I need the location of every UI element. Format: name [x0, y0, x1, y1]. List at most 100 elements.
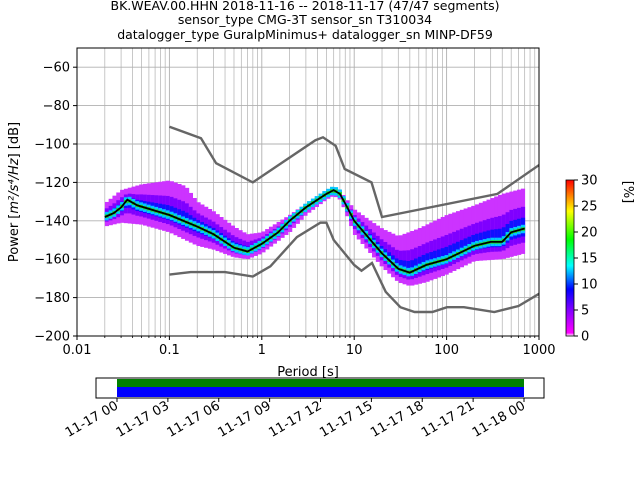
y-tick-label: −100	[34, 138, 70, 153]
heatmap-column	[467, 207, 472, 264]
y-tick-label: −80	[43, 99, 70, 114]
heatmap-column	[402, 233, 407, 285]
heatmap-column	[429, 222, 434, 281]
heatmap-column	[131, 186, 136, 224]
heatmap-column	[181, 185, 186, 239]
y-tick-label: −60	[43, 61, 70, 76]
colorbar-tick-label: 20	[581, 226, 598, 241]
y-axis-ticks: −200 −180 −160 −140 −120 −100 −80 −60	[34, 61, 77, 345]
colorbar-label: [%]	[620, 181, 635, 204]
heatmap-column	[211, 211, 216, 250]
heatmap-column	[455, 211, 461, 270]
heatmap-column	[108, 198, 113, 226]
x-tick-label: 100	[434, 343, 459, 358]
heatmap-column	[288, 214, 293, 232]
timeline-tick-label: 11-17 12	[266, 398, 324, 440]
heatmap-column	[421, 226, 426, 283]
heatmap-column	[448, 213, 453, 273]
heatmap-column	[295, 209, 300, 224]
heatmap-column	[417, 228, 423, 284]
heatmap-column	[200, 204, 205, 247]
timeline-tick-label: 11-17 21	[419, 398, 477, 440]
heatmap-column	[112, 195, 117, 225]
timeline-coverage-bar-green	[117, 379, 524, 387]
timeline-tick-label: 11-17 09	[216, 398, 274, 440]
heatmap-column	[154, 182, 159, 229]
heatmap-column	[413, 229, 419, 285]
heatmap-column	[452, 212, 457, 271]
plot-frame	[76, 47, 540, 337]
heatmap-column	[471, 205, 476, 262]
heatmap-column	[436, 218, 442, 278]
heatmap-column	[379, 228, 384, 267]
y-axis-label: Power [m²/s⁴/Hz] [dB]	[7, 122, 22, 262]
heatmap-column	[494, 196, 499, 260]
heatmap-column	[517, 189, 522, 255]
heatmap-column	[440, 216, 445, 277]
heatmap-column	[433, 220, 438, 279]
heatmap-column	[146, 183, 152, 227]
curves	[104, 125, 539, 314]
colorbar-tick-label: 25	[581, 200, 598, 215]
heatmap-column	[158, 181, 163, 230]
heatmap-column	[520, 188, 526, 254]
colorbar-tick-label: 10	[581, 278, 598, 293]
y-tick-label: −180	[34, 291, 70, 306]
high-noise-model-line	[168, 125, 539, 219]
timeline-tick-label: 11-17 15	[317, 398, 375, 440]
heatmap-column	[394, 235, 400, 281]
timeline-tick-label: 11-18 00	[470, 398, 528, 440]
y-tick-label: −200	[34, 330, 70, 345]
heatmap-column	[410, 230, 415, 286]
x-tick-label: 0.1	[159, 343, 180, 358]
mean-psd-line	[104, 189, 525, 274]
heatmap-column	[238, 230, 243, 259]
x-tick-label: 10	[346, 343, 363, 358]
heatmap-column	[482, 201, 487, 261]
y-tick-label: −140	[34, 214, 70, 229]
x-tick-label: 1000	[522, 343, 555, 358]
heatmap-column	[188, 192, 194, 243]
heatmap-column	[184, 187, 190, 241]
heatmap-column	[497, 194, 503, 260]
heatmap-column	[177, 183, 182, 238]
heatmap-column	[486, 199, 491, 261]
colorbar-tick-label: 15	[581, 252, 598, 267]
heatmap-column	[165, 180, 171, 232]
heatmap-column	[223, 219, 228, 254]
colorbar-ticks: 0 5 10 15 20 25 30	[574, 174, 598, 345]
heatmap-column	[196, 202, 201, 247]
x-axis-ticks: 0.01 0.1 1 10 100 1000	[63, 336, 556, 358]
timeline-tick-label: 11-17 06	[165, 398, 223, 440]
heatmap-column	[169, 181, 174, 234]
heatmap-column	[127, 187, 132, 224]
x-tick-label: 1	[258, 343, 266, 358]
heatmap-column	[478, 202, 484, 261]
heatmap-column	[246, 234, 251, 260]
heatmap-column	[249, 233, 255, 258]
heatmap-column	[372, 223, 377, 258]
chart-title-line-2: sensor_type CMG-3T sensor_sn T310034	[178, 12, 432, 27]
x-axis-label: Period [s]	[277, 365, 339, 380]
heatmap-column	[463, 208, 468, 266]
colorbar-tick-label: 0	[581, 330, 589, 345]
heatmap-column	[501, 193, 507, 259]
heatmap-column	[383, 230, 388, 271]
heatmap-column	[375, 225, 381, 262]
heatmap-column	[387, 231, 392, 274]
y-tick-label: −120	[34, 176, 70, 191]
heatmap-column	[207, 209, 213, 249]
colorbar	[566, 180, 574, 336]
heatmap-column	[291, 212, 297, 228]
heatmap-column	[406, 232, 411, 286]
heatmap-column	[391, 233, 396, 278]
heatmap-column	[204, 206, 209, 248]
timeline-tick-label: 11-17 18	[368, 398, 426, 440]
chart-title-line-3: datalogger_type GuralpMinimus+ datalogge…	[117, 27, 493, 42]
colorbar-tick-label: 30	[581, 174, 598, 189]
y-tick-label: −160	[34, 253, 70, 268]
heatmap-column	[150, 182, 155, 228]
heatmap-column	[162, 181, 167, 231]
heatmap-column	[475, 204, 480, 261]
